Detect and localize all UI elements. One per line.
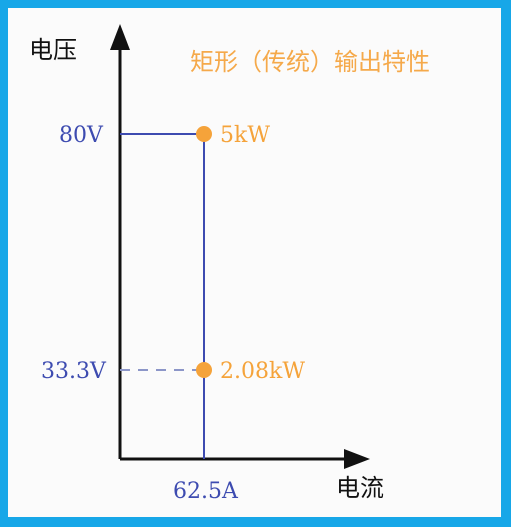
x-tick-62-5a: 62.5A — [173, 479, 239, 504]
point-2-08kw — [196, 362, 212, 378]
y-axis-label: 电压 — [29, 36, 77, 64]
point-label-5kw: 5kW — [220, 123, 270, 148]
y-axis-arrow-icon — [110, 24, 130, 50]
chart-title: 矩形（传统）输出特性 — [190, 48, 430, 76]
point-5kw — [196, 126, 212, 142]
diagram-frame — [8, 8, 501, 517]
point-label-2-08kw: 2.08kW — [220, 359, 305, 384]
x-axis-label: 电流 — [336, 474, 384, 502]
y-tick-80v: 80V — [59, 123, 104, 148]
y-tick-33-3v: 33.3V — [41, 359, 107, 384]
x-axis-arrow-icon — [344, 449, 370, 469]
